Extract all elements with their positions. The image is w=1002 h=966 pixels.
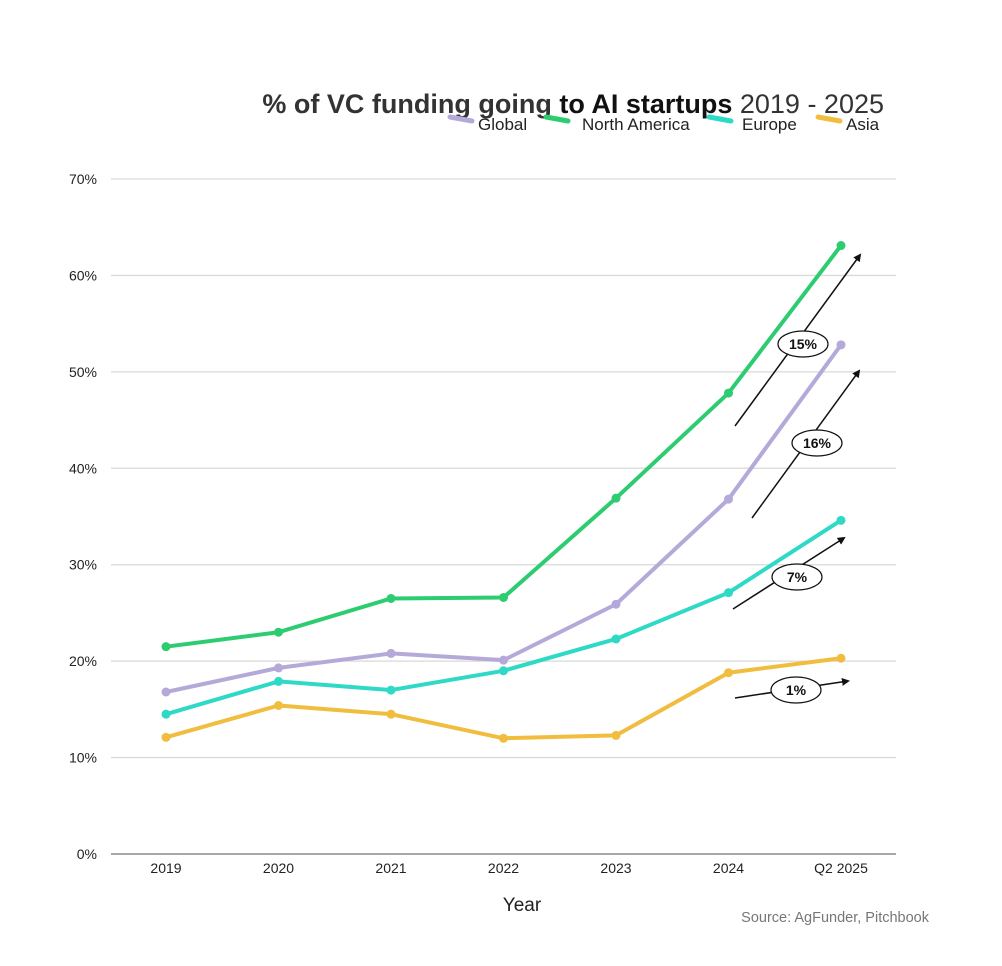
- data-point-asia: [499, 733, 508, 743]
- y-tick-label: 10%: [69, 750, 97, 766]
- data-point-north-america: [386, 593, 396, 603]
- source-note: Source: AgFunder, Pitchbook: [741, 910, 930, 926]
- legend-item-europe: Europe: [706, 114, 797, 134]
- annotations: 15% 16% 7% 1%: [732, 253, 862, 704]
- data-point-global: [161, 687, 171, 697]
- annotation-label-europe: 7%: [787, 569, 808, 585]
- data-point-europe: [724, 588, 733, 598]
- x-tick-label: 2021: [375, 860, 406, 876]
- series-north-america: [161, 241, 846, 652]
- annotation-europe: 7%: [732, 536, 846, 610]
- data-point-europe: [611, 634, 621, 644]
- data-point-europe: [386, 685, 396, 695]
- data-point-asia: [161, 732, 171, 742]
- annotation-asia: 1%: [734, 676, 850, 704]
- legend-item-asia: Asia: [815, 114, 880, 134]
- data-point-asia: [274, 701, 283, 710]
- annotation-badge-global: [791, 429, 843, 457]
- data-point-north-america: [161, 642, 171, 652]
- y-tick-label: 70%: [69, 171, 97, 187]
- data-point-north-america: [499, 593, 508, 602]
- annotation-label-global: 16%: [803, 435, 832, 451]
- annotation-badge-asia: [770, 676, 822, 704]
- legend-item-north-america: North America: [543, 114, 690, 134]
- data-point-global: [836, 340, 846, 350]
- chart-title: % of VC funding going to AI startups 201…: [262, 89, 884, 119]
- data-point-global: [611, 599, 621, 609]
- legend: Global North America Europe Asia: [447, 114, 880, 134]
- x-axis-ticks: 2019 2020 2021 2022 2023 2024 Q2 2025: [150, 860, 868, 876]
- x-axis-label: Year: [503, 895, 542, 916]
- y-tick-label: 40%: [69, 460, 97, 476]
- gridlines: [111, 178, 896, 855]
- series-europe: [161, 515, 846, 719]
- y-tick-label: 0%: [77, 846, 97, 862]
- annotation-label-north-america: 15%: [789, 336, 818, 352]
- title-part-2: to AI startups: [559, 89, 732, 119]
- data-point-asia: [724, 668, 733, 678]
- data-point-global: [386, 648, 396, 658]
- x-tick-label: 2023: [600, 860, 631, 876]
- x-tick-label: 2022: [488, 860, 519, 876]
- legend-label-asia: Asia: [846, 115, 880, 134]
- y-tick-label: 20%: [69, 653, 97, 669]
- data-point-europe: [836, 515, 846, 525]
- series-global: [161, 340, 846, 697]
- x-tick-label: 2019: [150, 860, 181, 876]
- series-line-europe: [164, 518, 843, 717]
- data-point-north-america: [836, 241, 846, 251]
- legend-label-europe: Europe: [742, 115, 797, 134]
- legend-swatch-europe: [706, 114, 734, 124]
- legend-label-north-america: North America: [582, 115, 690, 134]
- series-line-global: [164, 342, 843, 694]
- data-point-north-america: [611, 493, 621, 503]
- data-point-north-america: [274, 627, 283, 637]
- series-group: [161, 241, 846, 743]
- x-tick-label: 2020: [263, 860, 294, 876]
- legend-swatch-north-america: [543, 114, 571, 124]
- annotation-label-asia: 1%: [786, 682, 807, 698]
- x-tick-label: Q2 2025: [814, 860, 868, 876]
- data-point-global: [499, 655, 508, 665]
- data-point-north-america: [724, 388, 733, 398]
- legend-item-global: Global: [447, 114, 527, 134]
- y-tick-label: 60%: [69, 267, 97, 283]
- y-axis-ticks: 0% 10% 20% 30% 40% 50% 60% 70%: [69, 171, 97, 862]
- data-point-asia: [611, 730, 621, 740]
- data-point-europe: [274, 676, 283, 686]
- annotation-badge-europe: [771, 563, 823, 591]
- legend-swatch-asia: [815, 114, 843, 124]
- annotation-badge-north-america: [777, 330, 829, 358]
- data-point-global: [274, 663, 283, 673]
- y-tick-label: 50%: [69, 364, 97, 380]
- data-point-global: [724, 494, 733, 504]
- legend-swatch-global: [447, 114, 475, 124]
- series-asia: [161, 653, 846, 743]
- annotation-north-america: 15%: [734, 253, 862, 427]
- legend-label-global: Global: [478, 115, 527, 134]
- annotation-global: 16%: [751, 369, 861, 519]
- title-part-3: 2019 - 2025: [732, 89, 884, 119]
- data-point-europe: [161, 709, 171, 719]
- y-tick-label: 30%: [69, 557, 97, 573]
- data-point-europe: [499, 666, 508, 676]
- title-part-1: % of VC funding going: [262, 89, 559, 119]
- data-point-asia: [836, 653, 846, 663]
- x-tick-label: 2024: [713, 860, 744, 876]
- data-point-asia: [386, 709, 396, 719]
